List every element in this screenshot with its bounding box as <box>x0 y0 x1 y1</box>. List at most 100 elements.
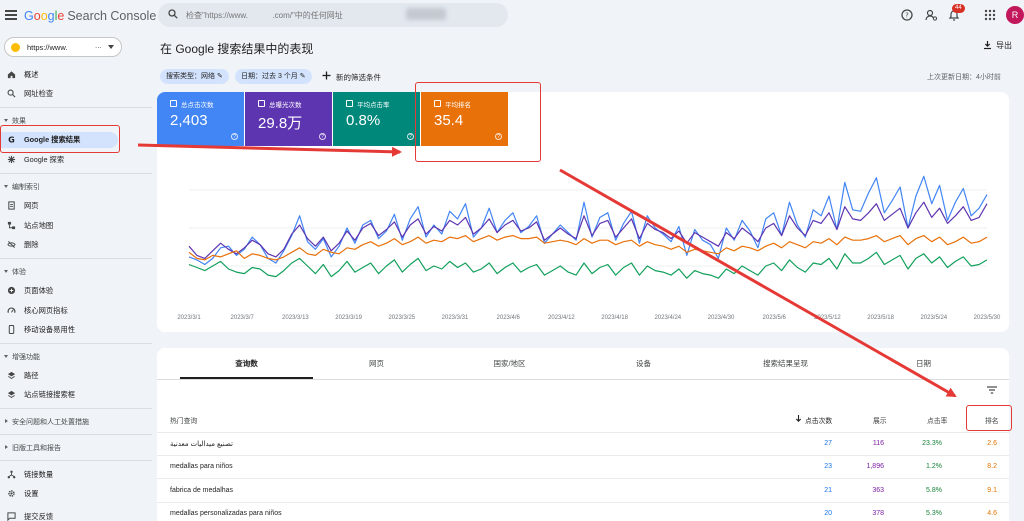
x-tick-label: 2023/3/31 <box>442 315 469 321</box>
plus-circle-icon <box>7 286 16 295</box>
tab-countries[interactable]: 国家/地区 <box>493 359 526 368</box>
home-icon <box>7 71 16 79</box>
manage-users-icon[interactable] <box>924 8 938 22</box>
sidebar-section-legacy-tools[interactable]: 旧版工具和报告 <box>0 441 150 455</box>
metric-tile-ctr[interactable]: 平均点击率 0.8% ? <box>333 92 420 146</box>
metric-tile-clicks[interactable]: 总点击次数 2,403 ? <box>157 92 244 146</box>
sort-arrow-down-icon[interactable] <box>795 414 802 423</box>
sidebar-item-settings[interactable]: 设置 <box>0 486 150 502</box>
filter-chip-date[interactable]: 日期：过去 3 个月 ✎ <box>235 69 312 84</box>
row-divider <box>157 432 1009 433</box>
sidebar-divider <box>0 107 152 108</box>
hamburger-menu-icon[interactable] <box>4 8 18 22</box>
sidebar-item-pages[interactable]: 网页 <box>0 198 150 214</box>
page-icon <box>8 201 15 210</box>
property-selector[interactable]: https://www. ... <box>4 37 122 57</box>
sidebar-item-google-search-results[interactable]: G Google 搜索结果 <box>0 132 118 148</box>
tabs-divider <box>157 379 1009 380</box>
help-icon[interactable]: ? <box>319 133 326 140</box>
phone-icon <box>8 325 15 334</box>
sidebar-divider <box>0 343 152 344</box>
chevron-down-icon <box>4 185 8 188</box>
help-icon[interactable]: ? <box>407 133 414 140</box>
caret-down-icon <box>108 45 114 49</box>
edit-pencil-icon: ✎ <box>216 73 223 80</box>
sidebar-item-links[interactable]: 链接数量 <box>0 467 150 483</box>
download-icon[interactable] <box>983 40 992 50</box>
add-filter-button[interactable]: 新的筛选条件 <box>336 73 381 82</box>
sidebar-section-indexing[interactable]: 编制索引 <box>0 180 150 194</box>
tab-dates[interactable]: 日期 <box>916 359 931 368</box>
search-console-logo[interactable]: Google Search Console <box>24 9 157 23</box>
row-divider <box>157 478 1009 479</box>
column-header-query[interactable]: 热门查询 <box>170 418 198 425</box>
search-icon <box>168 9 178 19</box>
sidebar-divider <box>0 173 152 174</box>
column-header-ctr[interactable]: 点击率 <box>927 418 948 425</box>
sidebar-divider <box>0 460 152 461</box>
export-button[interactable]: 导出 <box>996 41 1012 50</box>
sidebar-item-overview[interactable]: 概述 <box>0 67 150 83</box>
x-tick-label: 2023/4/30 <box>708 315 735 321</box>
gauge-icon <box>7 307 16 313</box>
sidebar-item-sitelinks-searchbox[interactable]: 站点链接搜索框 <box>0 387 150 403</box>
help-icon[interactable]: ? <box>231 133 238 140</box>
last-update-text: 上次更新日期：4小时前 <box>927 74 1001 81</box>
filter-chip-search-type[interactable]: 搜索类型：网络 ✎ <box>160 69 229 84</box>
tab-devices[interactable]: 设备 <box>636 359 651 368</box>
tab-search-appearance[interactable]: 搜索结果呈现 <box>763 359 808 368</box>
sidebar-item-core-web-vitals[interactable]: 核心网页指标 <box>0 303 150 319</box>
search-icon <box>7 89 16 98</box>
asterisk-icon <box>7 155 16 164</box>
sidebar-item-google-discover[interactable]: Google 探索 <box>0 152 150 168</box>
tab-pages[interactable]: 网页 <box>369 359 384 368</box>
x-tick-label: 2023/3/25 <box>388 315 415 321</box>
links-icon <box>7 470 16 479</box>
sidebar-divider <box>0 408 152 409</box>
sidebar-item-feedback[interactable]: 提交反馈 <box>0 509 150 521</box>
sidebar-section-enhancements[interactable]: 增强功能 <box>0 350 150 364</box>
sidebar-item-sitemaps[interactable]: 站点地图 <box>0 218 150 234</box>
checkbox-checked-icon <box>170 100 177 107</box>
sidebar-item-page-experience[interactable]: 页面体验 <box>0 283 150 299</box>
column-header-position[interactable]: 排名 <box>985 418 999 425</box>
url-inspect-search-bar[interactable] <box>158 3 508 27</box>
x-tick-label: 2023/3/19 <box>335 315 362 321</box>
layers-icon <box>7 371 16 380</box>
sidebar-item-removals[interactable]: 删除 <box>0 237 150 253</box>
svg-text:?: ? <box>905 12 909 20</box>
property-name-redacted: ... <box>95 41 102 50</box>
x-tick-label: 2023/5/12 <box>814 315 841 321</box>
account-avatar[interactable]: R <box>1006 6 1024 24</box>
edit-pencil-icon: ✎ <box>299 73 306 80</box>
sidebar-item-mobile-usability[interactable]: 移动设备易用性 <box>0 322 150 338</box>
help-icon[interactable]: ? <box>900 8 914 22</box>
x-tick-label: 2023/5/6 <box>763 315 787 321</box>
filter-icon[interactable] <box>987 386 997 394</box>
url-inspect-input[interactable] <box>186 9 496 22</box>
gear-icon <box>8 490 15 497</box>
help-icon[interactable]: ? <box>495 133 502 140</box>
chevron-down-icon <box>4 355 8 358</box>
sidebar-item-url-inspection[interactable]: 网址检查 <box>0 86 150 102</box>
checkbox-checked-icon <box>346 100 353 107</box>
sidebar-section-security[interactable]: 安全问题和人工处置措施 <box>0 415 150 429</box>
annotation-box-position-tile <box>415 82 541 162</box>
sidebar-divider <box>0 258 152 259</box>
x-tick-label: 2023/5/18 <box>867 315 894 321</box>
apps-grid-icon[interactable] <box>983 8 997 22</box>
sidebar-section-experience[interactable]: 体验 <box>0 265 150 279</box>
data-table-card: 查询数 网页 国家/地区 设备 搜索结果呈现 日期 热门查询 点击次数 展示 点… <box>157 348 1009 521</box>
notification-count-badge: 44 <box>952 4 965 13</box>
metric-tile-position[interactable]: 平均排名 35.4 ? <box>421 92 508 146</box>
sidebar-section-performance[interactable]: 效果 <box>0 114 150 128</box>
sidebar-item-breadcrumbs[interactable]: 路径 <box>0 368 150 384</box>
column-header-impressions[interactable]: 展示 <box>873 418 887 425</box>
tab-queries[interactable]: 查询数 <box>235 359 258 368</box>
svg-text:G: G <box>8 135 15 144</box>
chevron-down-icon <box>4 119 8 122</box>
metric-tile-impressions[interactable]: 总曝光次数 29.8万 ? <box>245 92 332 146</box>
column-header-clicks[interactable]: 点击次数 <box>805 418 833 425</box>
annotation-box-position-column <box>966 405 1012 431</box>
